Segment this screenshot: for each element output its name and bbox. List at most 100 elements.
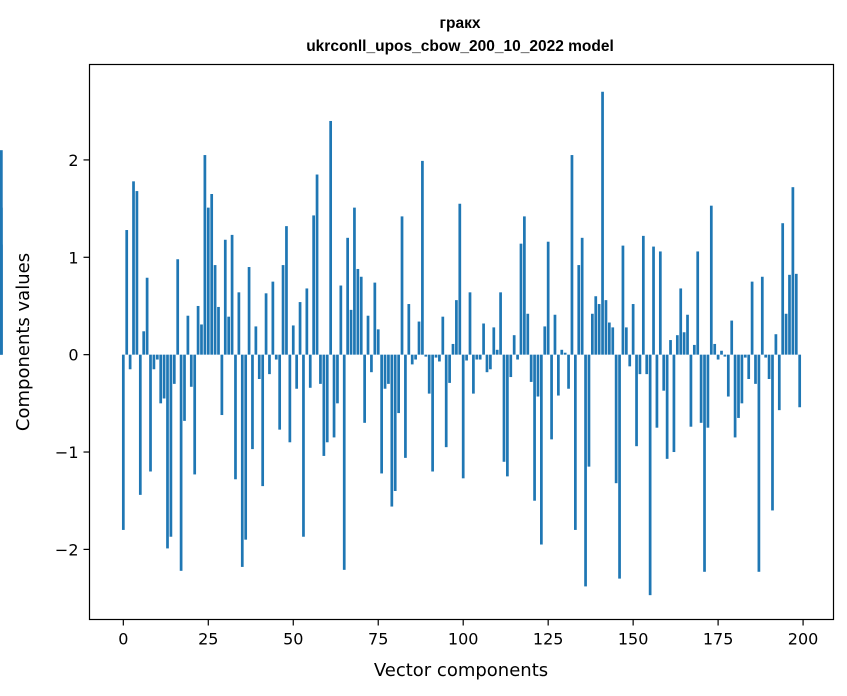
- bar: [679, 288, 683, 355]
- x-tick-label: 50: [283, 630, 303, 649]
- bar: [339, 285, 343, 355]
- bar: [237, 292, 241, 355]
- bar: [319, 354, 322, 384]
- bar: [791, 187, 795, 355]
- bar: [757, 354, 761, 572]
- bar: [614, 354, 618, 484]
- bar: [210, 194, 214, 355]
- bar: [506, 354, 509, 477]
- bar: [363, 354, 366, 423]
- bar: [128, 354, 132, 370]
- bar: [648, 354, 652, 596]
- bar: [475, 354, 479, 360]
- bar: [574, 354, 577, 530]
- bar: [288, 354, 292, 443]
- bar: [332, 354, 336, 438]
- bar: [274, 354, 278, 360]
- y-tick-label: 1: [68, 248, 78, 267]
- bar: [393, 354, 397, 491]
- bar: [686, 314, 689, 355]
- bar: [336, 354, 339, 404]
- bar: [703, 354, 706, 572]
- bar: [325, 354, 329, 443]
- bar: [271, 281, 275, 355]
- bar: [240, 354, 244, 567]
- bar: [709, 205, 713, 355]
- bar: [713, 343, 717, 355]
- bar: [553, 314, 557, 355]
- bar: [665, 354, 669, 459]
- bar: [526, 313, 530, 355]
- bar: [346, 237, 349, 355]
- bar: [308, 354, 312, 388]
- bar: [155, 354, 159, 360]
- bar: [329, 120, 333, 355]
- bar: [560, 349, 564, 355]
- bar: [788, 274, 791, 355]
- bar: [529, 354, 533, 382]
- y-tick-label: 0: [68, 346, 78, 365]
- bar: [203, 155, 207, 355]
- bar: [621, 245, 625, 355]
- bar: [485, 354, 489, 373]
- bar: [366, 315, 370, 355]
- bar: [774, 334, 778, 355]
- bar: [342, 354, 346, 570]
- bar: [540, 354, 543, 545]
- bar: [607, 322, 611, 355]
- x-tick-label: 0: [118, 630, 128, 649]
- bar: [767, 354, 771, 379]
- bar: [268, 354, 271, 375]
- chart-subtitle: ukrconll_upos_cbow_200_10_2022 model: [306, 38, 614, 55]
- bar: [0, 150, 3, 355]
- bar: [387, 354, 390, 384]
- bar: [421, 160, 424, 355]
- x-axis: 0 25 50 75 100 125 150 175 200: [118, 619, 819, 649]
- bar: [138, 354, 142, 495]
- bar: [302, 354, 305, 537]
- bar: [417, 321, 421, 355]
- bar: [465, 354, 468, 361]
- bar: [737, 354, 740, 418]
- bar: [359, 276, 363, 355]
- bar: [247, 267, 251, 355]
- x-tick-label: 200: [788, 630, 819, 649]
- plot-frame: [88, 63, 835, 621]
- bar: [230, 234, 234, 355]
- bar: [370, 354, 373, 373]
- bar: [183, 354, 186, 421]
- bar: [533, 354, 536, 501]
- bar: [234, 354, 237, 480]
- bar: [689, 354, 693, 427]
- bar: [601, 91, 604, 355]
- bar: [472, 354, 475, 394]
- y-axis: −2 −1 0 1 2: [55, 151, 90, 559]
- bar: [227, 316, 231, 355]
- bar: [261, 354, 265, 487]
- bar: [672, 354, 676, 453]
- bar: [278, 354, 282, 430]
- bar: [424, 354, 428, 357]
- bar: [794, 273, 798, 355]
- bar: [543, 326, 547, 355]
- bar: [567, 354, 570, 389]
- bar: [251, 354, 254, 450]
- bar: [220, 354, 224, 416]
- bar: [563, 352, 567, 355]
- bar: [166, 354, 169, 549]
- bar: [726, 354, 730, 397]
- bar: [658, 251, 662, 355]
- bar: [468, 292, 472, 355]
- x-tick-label: 150: [618, 630, 649, 649]
- bar: [291, 325, 295, 355]
- bar: [512, 335, 516, 355]
- bar: [444, 354, 448, 448]
- bar: [750, 281, 754, 355]
- bar: [662, 354, 666, 391]
- bar: [489, 354, 492, 370]
- bar: [720, 350, 723, 355]
- bar: [706, 354, 710, 428]
- bar: [771, 354, 774, 511]
- bar: [349, 309, 353, 355]
- bar: [376, 329, 380, 355]
